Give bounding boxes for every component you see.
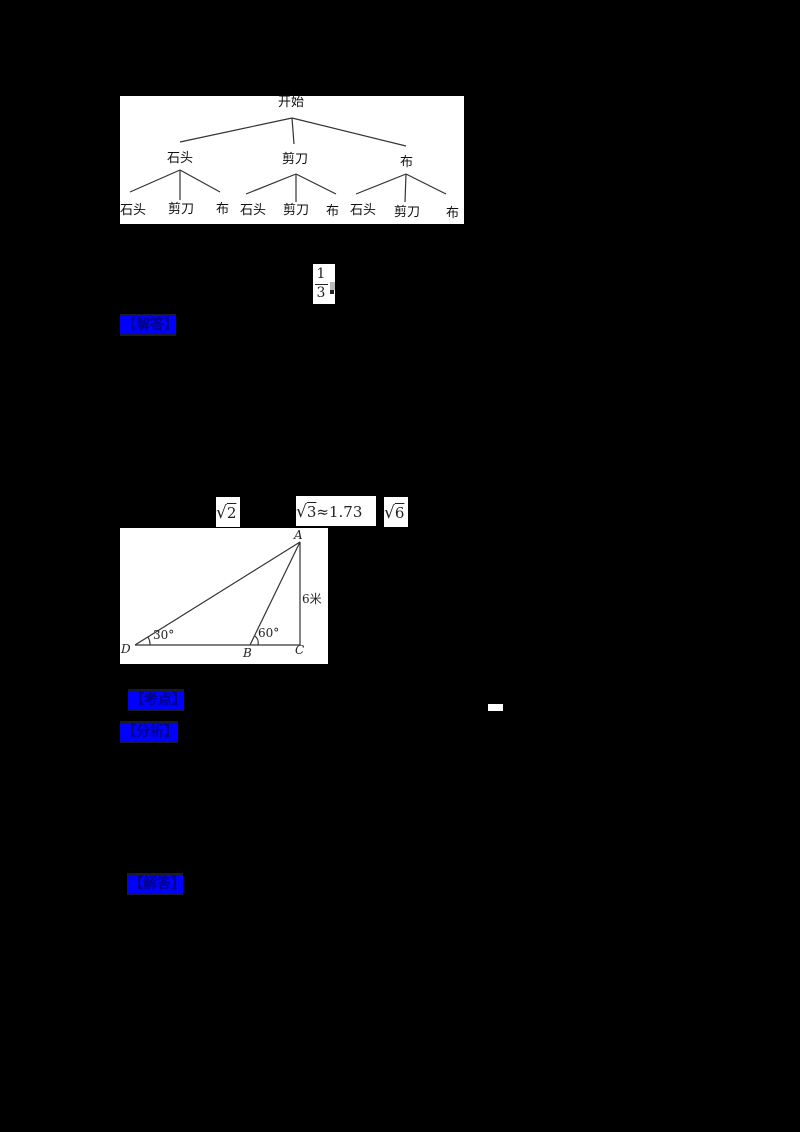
point-D-label: D	[121, 642, 131, 656]
tree-leaf-rock-scissors: 剪刀	[168, 202, 195, 217]
kaodian-label-text: 【考点】	[128, 691, 186, 709]
analysis-label-text: 【分析】	[120, 723, 178, 741]
fraction-one-third: 1 3	[313, 264, 335, 304]
sqrt3-approx-value: ≈1.73	[316, 503, 363, 521]
sqrt-icon: √	[384, 503, 395, 523]
tree-leaf-rock-rock: 石头	[120, 203, 147, 218]
point-B-label: B	[243, 646, 252, 660]
sqrt2-radicand: 2	[226, 504, 237, 522]
sqrt-icon: √	[296, 502, 307, 522]
tree-level1-rock: 石头	[167, 151, 194, 166]
tree-root-label: 开始	[278, 95, 305, 110]
tree-leaf-paper-scissors: 剪刀	[394, 205, 421, 220]
sqrt6-radicand: 6	[394, 504, 405, 522]
answer-label-2-text: 【解答】	[127, 875, 185, 893]
fraction-numerator: 1	[316, 266, 326, 282]
sqrt-icon: √	[216, 503, 227, 523]
point-C-label: C	[295, 643, 305, 657]
tree-leaf-paper-paper: 布	[446, 206, 460, 221]
triangle-figure: A 6米 30° 60° D B C	[120, 528, 328, 664]
answer-label-2: 【解答】	[127, 873, 185, 895]
fraction-bar	[315, 284, 328, 285]
side-AC-length: 6米	[302, 592, 322, 606]
fraction-denominator: 3	[316, 285, 326, 301]
sqrt2-box: √2	[216, 497, 240, 527]
tree-level1-paper: 布	[400, 155, 414, 170]
kaodian-label: 【考点】	[128, 689, 186, 711]
tree-leaf-paper-rock: 石头	[350, 203, 377, 218]
fraction-period	[330, 290, 334, 294]
tree-level1-scissors: 剪刀	[282, 152, 309, 167]
sqrt3-radicand: 3	[306, 503, 317, 521]
tree-leaf-scissors-paper: 布	[326, 204, 340, 219]
triangle-lines	[134, 541, 301, 646]
fraction-artifact	[330, 282, 335, 290]
answer-label-1: 【解答】	[120, 314, 178, 336]
white-mark	[488, 704, 503, 711]
tree-leaf-rock-paper: 布	[216, 202, 230, 217]
tree-leaf-scissors-scissors: 剪刀	[283, 203, 310, 218]
analysis-label: 【分析】	[120, 721, 178, 743]
point-A-label: A	[294, 528, 303, 542]
angle-D-label: 30°	[153, 628, 175, 642]
tree-leaf-scissors-rock: 石头	[240, 203, 267, 218]
sqrt3-approx-box: √3≈1.73	[296, 496, 376, 526]
sqrt6-box: √6	[384, 497, 408, 527]
tree-diagram-lines	[129, 117, 447, 203]
tree-diagram: 开始 石头 剪刀 布 石头 剪刀 布 石头 剪刀 布 石头 剪刀 布	[120, 96, 464, 224]
answer-label-1-text: 【解答】	[120, 316, 178, 334]
angle-B-label: 60°	[258, 626, 280, 640]
